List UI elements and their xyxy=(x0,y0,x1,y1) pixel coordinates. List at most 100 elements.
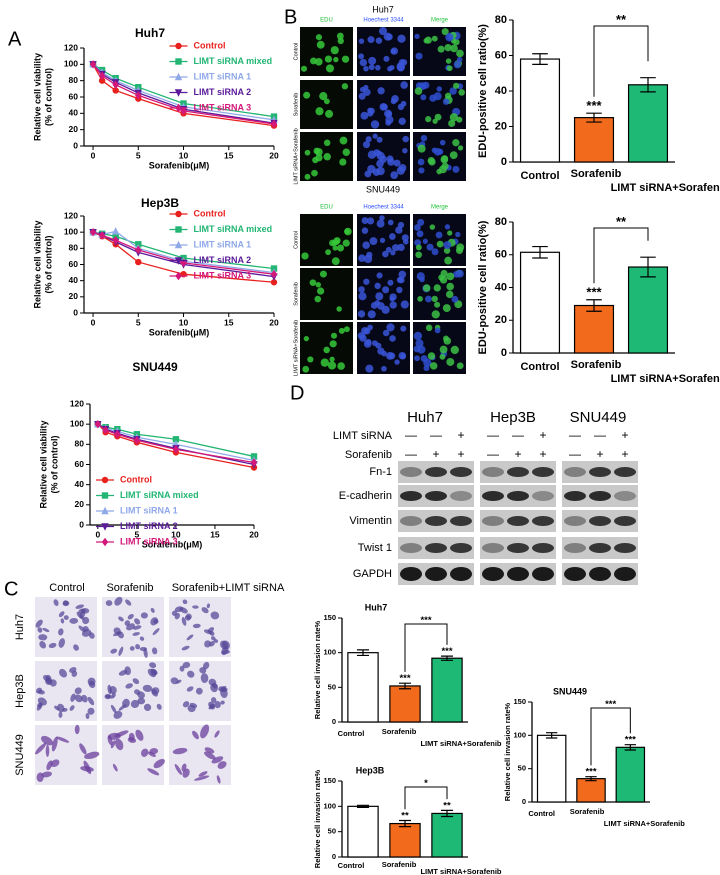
bracket-label: *** xyxy=(420,615,431,626)
legend-label: LIMT siRNA mixed xyxy=(120,490,199,500)
nucleus xyxy=(342,239,350,247)
invaded-cell xyxy=(202,661,210,670)
data-point xyxy=(114,430,121,439)
invaded-cell xyxy=(78,608,86,614)
bar xyxy=(536,734,567,803)
data-point xyxy=(98,77,106,84)
y-tick-label: 100 xyxy=(323,648,336,657)
invaded-cell xyxy=(198,771,208,777)
significance-bracket xyxy=(404,786,448,810)
x-tick-label: 10 xyxy=(179,150,189,160)
nucleus xyxy=(372,168,381,176)
y-axis-label: Relative cell viability xyxy=(32,53,42,141)
data-point xyxy=(172,436,180,443)
invaded-cell xyxy=(135,729,144,741)
bar xyxy=(615,746,646,803)
invaded-cell xyxy=(70,693,76,702)
blot-band xyxy=(532,467,554,477)
nucleus xyxy=(403,239,409,245)
nucleus xyxy=(358,286,365,293)
y-axis-label: Relative cell invasion rate% xyxy=(313,769,322,868)
invaded-cell xyxy=(210,611,220,620)
legend-label: LIMT siRNA 2 xyxy=(194,87,252,97)
invaded-cell xyxy=(115,738,124,751)
nucleus xyxy=(452,139,460,147)
nucleus xyxy=(366,217,375,225)
y-tick-label: 100 xyxy=(513,730,526,739)
invaded-cell xyxy=(152,628,160,636)
y-axis-label: Relative cell invasion rate% xyxy=(313,620,322,719)
error-bar xyxy=(440,655,454,661)
y-tick-label: 40 xyxy=(69,275,79,285)
invaded-cell xyxy=(118,704,127,711)
condition-sign: — xyxy=(487,447,499,461)
nucleus xyxy=(381,305,390,314)
condition-sign: — xyxy=(569,447,581,461)
nucleus xyxy=(390,250,396,256)
image-title: SNU449 xyxy=(366,184,400,194)
invaded-cell xyxy=(186,613,192,620)
nucleus xyxy=(315,107,324,116)
y-axis-label: EDU-positive cell ratio(%) xyxy=(477,220,489,354)
nucleus xyxy=(434,113,442,121)
nucleus xyxy=(440,155,449,164)
invaded-cell xyxy=(217,761,227,769)
condition-sign: + xyxy=(432,447,439,461)
nucleus xyxy=(439,276,448,284)
nucleus xyxy=(393,159,401,167)
nucleus xyxy=(344,326,350,333)
legend-marker xyxy=(175,103,182,113)
image-column-label: EDU xyxy=(320,18,333,24)
legend-marker xyxy=(174,240,183,249)
blot-band xyxy=(507,467,529,477)
nucleus xyxy=(360,111,369,120)
invaded-cell xyxy=(200,673,209,683)
nucleus xyxy=(417,144,426,153)
nucleus xyxy=(417,296,423,302)
invaded-cell xyxy=(125,599,132,606)
y-tick-label: 0 xyxy=(522,797,526,806)
blot-band xyxy=(450,516,472,526)
invaded-cell xyxy=(112,763,118,772)
image-row-label: Sorafenib xyxy=(293,93,299,117)
blot-band xyxy=(482,491,504,501)
nucleus xyxy=(379,215,385,221)
nucleus xyxy=(363,339,372,348)
nucleus xyxy=(431,248,439,256)
image-row-label: SNU449 xyxy=(14,734,26,776)
legend-label: LIMT siRNA mixed xyxy=(194,224,273,234)
legend-marker xyxy=(175,210,182,218)
nucleus xyxy=(443,337,452,345)
nucleus xyxy=(437,45,445,53)
panel-letter: B xyxy=(284,6,297,28)
legend-marker xyxy=(175,42,182,50)
nucleus xyxy=(389,64,395,71)
y-axis-label: Relative cell viability xyxy=(38,420,48,508)
error-bar xyxy=(586,112,602,123)
legend-marker xyxy=(174,257,183,265)
y-tick-label: 120 xyxy=(64,210,78,220)
nucleus xyxy=(387,279,394,286)
nucleus xyxy=(400,325,407,332)
nucleus xyxy=(418,167,425,174)
nucleus xyxy=(315,282,321,288)
nucleus xyxy=(414,87,423,95)
blot-band xyxy=(482,516,504,526)
invaded-cell xyxy=(149,748,159,755)
data-point xyxy=(250,458,258,467)
nucleus xyxy=(447,230,453,236)
nucleus xyxy=(374,282,381,290)
blot-band xyxy=(425,491,447,501)
bar xyxy=(573,117,615,163)
legend-marker xyxy=(175,271,182,281)
nucleus xyxy=(427,352,436,360)
bracket-label: ** xyxy=(616,12,627,27)
image-column-label: Control xyxy=(49,582,84,594)
invaded-cell xyxy=(186,686,194,692)
blot-band xyxy=(589,567,611,581)
invaded-cell xyxy=(210,636,216,641)
nucleus xyxy=(400,100,407,107)
nucleus xyxy=(383,32,392,41)
invaded-cell xyxy=(110,740,116,749)
invaded-cell xyxy=(220,700,225,705)
